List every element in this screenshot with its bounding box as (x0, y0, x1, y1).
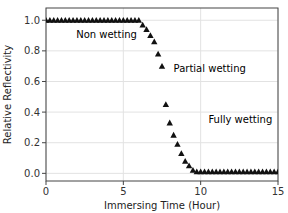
grid-line (46, 112, 278, 113)
annotation: Partial wetting (174, 63, 246, 74)
point (170, 132, 176, 138)
tick-label: 5 (120, 186, 126, 197)
tick (42, 50, 46, 51)
tick-label: 0.8 (24, 45, 40, 56)
tick-label: 0 (43, 186, 49, 197)
tick-label: 0.2 (24, 137, 40, 148)
point (174, 141, 180, 147)
point (186, 162, 192, 168)
tick-label: 0.4 (24, 107, 40, 118)
tick-label: 0.0 (24, 168, 40, 179)
tick-label: 0.6 (24, 76, 40, 87)
tick (123, 181, 124, 185)
point (167, 120, 173, 126)
tick (278, 181, 279, 185)
grid (46, 8, 278, 181)
grid-line (46, 50, 278, 51)
points (46, 17, 278, 174)
grid-line (200, 8, 201, 181)
point (143, 26, 149, 32)
tick (42, 142, 46, 143)
grid-line (46, 81, 278, 82)
tick-label: 10 (194, 186, 207, 197)
point (275, 169, 278, 175)
chart: 0.0 0.2 0.4 0.6 0.8 1.0 0 5 10 15 Immersing Time (… (0, 0, 288, 213)
point (136, 17, 142, 23)
point (151, 38, 157, 44)
x-axis-label: Immersing Time (Hour) (104, 200, 220, 211)
y-axis-label: Relative Reflectivity (2, 45, 13, 144)
tick (46, 181, 47, 185)
point (163, 101, 169, 107)
tick (42, 173, 46, 174)
grid-line (46, 142, 278, 143)
point (178, 150, 184, 156)
annotation: Fully wetting (208, 114, 272, 125)
point (155, 51, 161, 57)
point (182, 158, 188, 164)
tick (42, 20, 46, 21)
plot-frame (46, 8, 278, 181)
tick (42, 81, 46, 82)
tick-label: 1.0 (24, 15, 40, 26)
annotation: Non wetting (76, 29, 137, 40)
tick (200, 181, 201, 185)
tick (42, 112, 46, 113)
point (159, 63, 165, 69)
tick-label: 15 (272, 186, 285, 197)
point (147, 32, 153, 38)
point (139, 22, 145, 28)
